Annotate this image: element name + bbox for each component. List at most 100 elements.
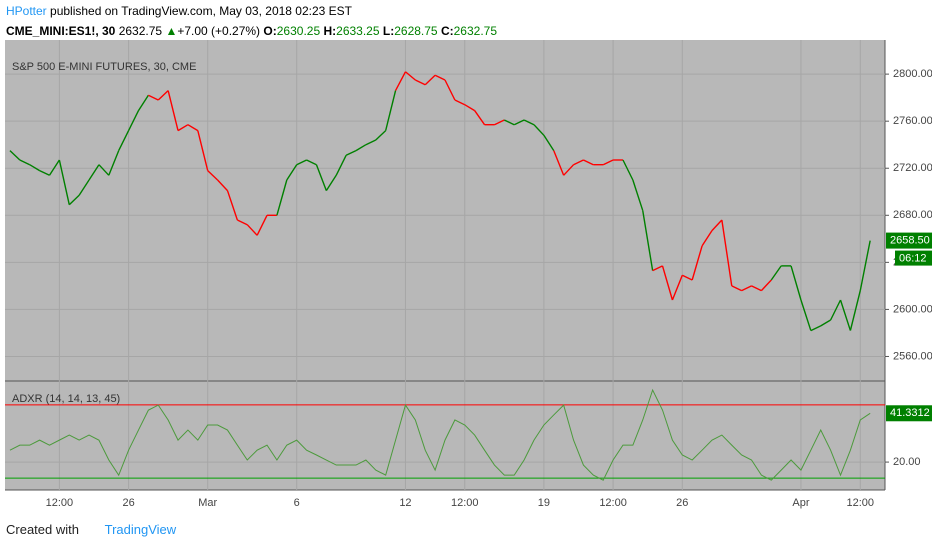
price-segment	[800, 299, 812, 331]
price-segment	[88, 164, 100, 181]
price-segment	[19, 159, 31, 166]
price-segment	[464, 104, 476, 112]
price-segment	[78, 179, 90, 196]
last-value-tag	[886, 232, 932, 249]
price-segment	[849, 290, 861, 331]
price-segment	[237, 219, 248, 226]
symbol: CME_MINI:ES1!, 30	[6, 24, 116, 38]
price-segment	[286, 164, 298, 181]
price-segment	[108, 150, 120, 176]
close: 2632.75	[453, 24, 498, 38]
price-segment	[207, 170, 219, 181]
price-segment	[256, 214, 268, 236]
price-segment	[415, 79, 426, 86]
marks	[5, 40, 885, 490]
price-segment	[573, 159, 584, 166]
indicator-line	[9, 388, 871, 481]
published: published on TradingView.com, May 03, 20…	[50, 4, 352, 18]
author[interactable]: HPotter	[6, 4, 47, 18]
y-tick-label: 20.00	[893, 456, 921, 468]
price-segment	[394, 71, 407, 91]
price-segment	[315, 164, 328, 191]
price-segment	[820, 319, 831, 327]
price-segment	[9, 150, 21, 161]
price-segment	[622, 159, 634, 181]
high: 2633.25	[336, 24, 380, 38]
price-segment	[405, 71, 416, 81]
y-tick-label: 2760.00	[893, 115, 932, 127]
last-value-tag	[886, 405, 932, 422]
price-segment	[523, 119, 535, 126]
price-segment	[355, 144, 367, 152]
price-segment	[384, 90, 397, 131]
price-segment	[454, 99, 466, 106]
price-segment	[642, 210, 654, 271]
price-segment	[859, 240, 871, 291]
price-segment	[533, 124, 545, 136]
x-tick-label: 6	[294, 497, 300, 509]
price-segment	[68, 194, 80, 206]
arrow: ▲	[165, 24, 178, 38]
price-segment	[444, 79, 456, 101]
x-tick-label: 12:00	[599, 497, 627, 509]
y-tick-label: 2600.00	[893, 303, 932, 315]
price-segment	[434, 74, 446, 81]
x-tick-label: 12:00	[847, 497, 875, 509]
price-segment	[760, 279, 772, 292]
price-segment	[474, 110, 486, 126]
price-segment	[691, 245, 703, 281]
price-segment	[39, 169, 50, 176]
price-segment	[741, 285, 752, 292]
brand[interactable]: TradingView	[104, 522, 177, 537]
price-segment	[682, 274, 693, 281]
change: +7.00 (+0.27%)	[177, 24, 261, 38]
price-segment	[711, 219, 723, 232]
price-segment	[98, 164, 110, 176]
l-label: L:	[382, 24, 395, 38]
x-tick-label: Mar	[198, 497, 217, 509]
countdown-label: 06:12	[899, 252, 927, 264]
price-segment	[731, 285, 742, 292]
open: 2630.25	[276, 24, 321, 38]
price-segment	[652, 265, 663, 272]
price-segment	[29, 164, 40, 172]
c-label: C:	[440, 24, 454, 38]
price-segment	[217, 179, 228, 192]
price-segment	[127, 110, 140, 131]
price-segment	[770, 265, 782, 281]
price-panel-title: S&P 500 E-MINI FUTURES, 30, CME	[12, 61, 196, 73]
created-with: Created with	[6, 522, 79, 537]
price-segment	[137, 94, 149, 111]
price-segment	[167, 90, 179, 131]
price-segment	[602, 159, 614, 166]
price-segment	[148, 94, 159, 101]
price-segment	[810, 325, 822, 332]
price-segment	[751, 285, 762, 292]
quote-line: CME_MINI:ES1!, 30 2632.75 ▲+7.00 (+0.27%…	[6, 24, 497, 38]
x-tick-label: 12:00	[451, 497, 479, 509]
last-value-label: 2658.50	[890, 234, 930, 246]
price-segment	[276, 179, 288, 216]
price-segment	[187, 124, 199, 132]
price-segment	[375, 130, 387, 141]
price-segment	[48, 159, 60, 176]
price-segment	[296, 159, 307, 166]
price-segment	[504, 119, 515, 126]
x-tick-label: 19	[538, 497, 550, 509]
price-segment	[790, 265, 802, 301]
y-tick-label: 2720.00	[893, 162, 932, 174]
price-segment	[701, 230, 713, 247]
last-value-label: 41.3312	[890, 407, 930, 419]
x-tick-label: 12	[399, 497, 411, 509]
price-segment	[345, 149, 357, 156]
price-segment	[513, 119, 525, 126]
x-tick-label: 26	[122, 497, 134, 509]
price-segment	[839, 299, 852, 331]
last: 2632.75	[118, 24, 163, 38]
low: 2628.75	[394, 24, 438, 38]
price-segment	[661, 265, 674, 301]
price-segment	[118, 130, 130, 151]
price-segment	[226, 190, 239, 221]
price-segment	[365, 139, 377, 146]
